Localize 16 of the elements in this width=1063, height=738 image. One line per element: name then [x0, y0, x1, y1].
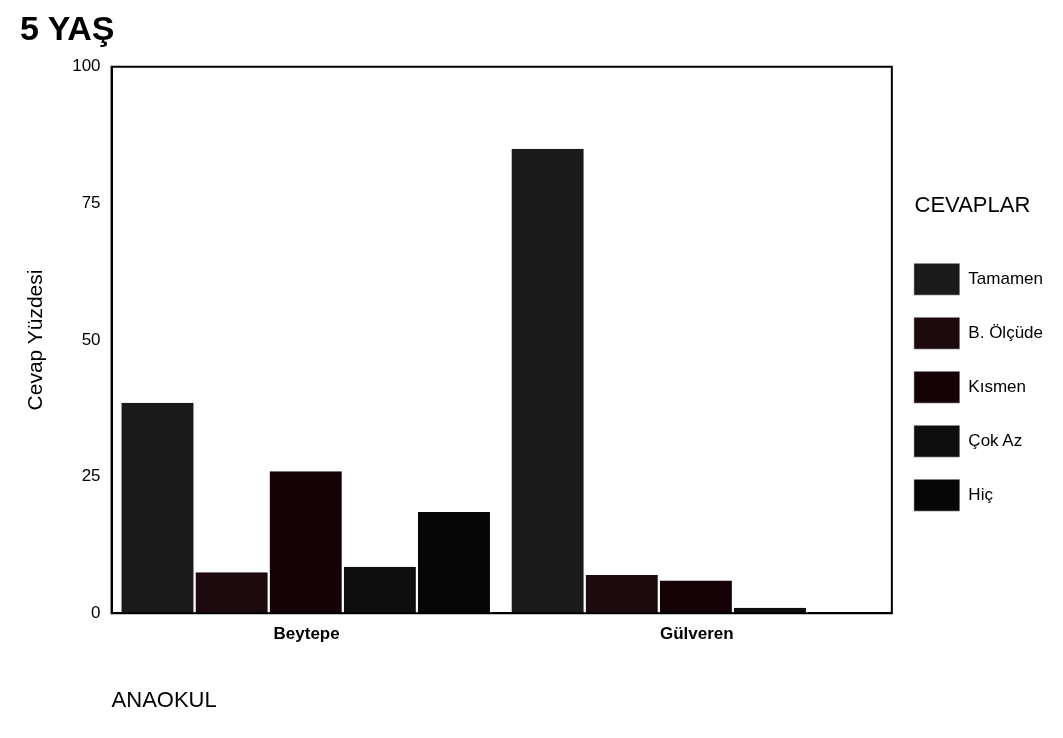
y-tick-label: 100 — [72, 56, 101, 76]
y-tick-label: 25 — [81, 466, 101, 486]
legend-title: CEVAPLAR — [914, 191, 1031, 217]
legend-label: Tamamen — [968, 268, 1043, 288]
x-tick-label: Beytepe — [273, 624, 340, 644]
y-tick-label: 75 — [81, 193, 101, 213]
y-tick-label: 0 — [91, 602, 101, 622]
chart-title: 5 YAŞ — [20, 8, 115, 47]
y-tick-label: 50 — [81, 329, 101, 349]
legend-label: Çok Az — [968, 430, 1023, 450]
legend-label: B. Ölçüde — [968, 322, 1044, 342]
x-axis-title: ANAOKUL — [111, 686, 217, 712]
legend-label: Hiç — [968, 484, 994, 504]
x-tick-label: Gülveren — [659, 624, 734, 644]
legend-label: Kısmen — [968, 376, 1026, 396]
y-axis-title: Cevap Yüzdesi — [23, 269, 47, 411]
